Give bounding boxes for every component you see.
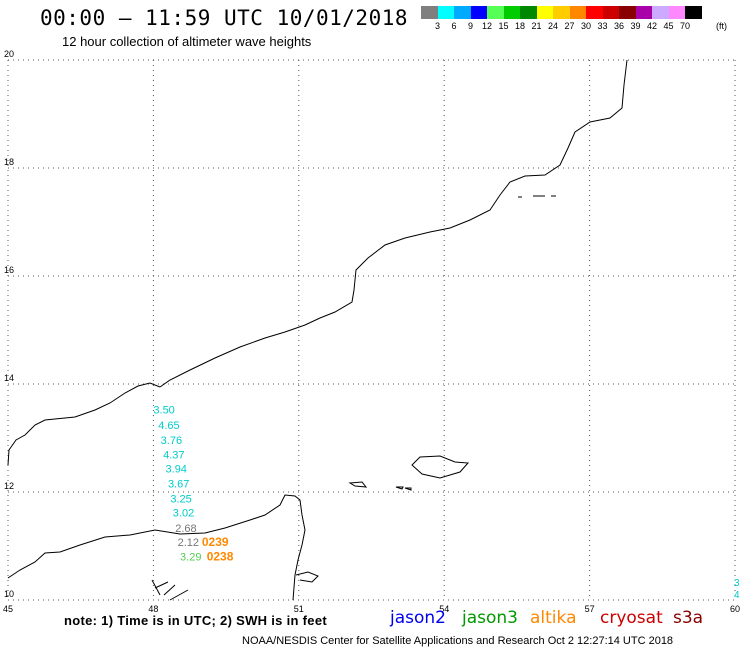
swh-value-label: 4.65 [158, 420, 179, 432]
legend-label: 70 [679, 21, 691, 31]
legend-label: 33 [597, 21, 608, 31]
legend-label: 15 [498, 21, 509, 31]
legend-label: 12 [481, 21, 493, 31]
kuria-muria-islands [518, 195, 556, 198]
legend-swatch [652, 6, 669, 19]
edge-value-label: 4 [734, 590, 740, 601]
lat-tick-label: 20 [4, 49, 14, 59]
lat-tick-label: 10 [4, 589, 14, 599]
legend-swatch [437, 6, 454, 19]
swh-value-label: 2.68 [175, 523, 196, 535]
legend-label: 24 [547, 21, 559, 31]
legend-swatch [602, 6, 619, 19]
map-axes: 45 48 51 54 57 60 20 18 16 14 12 10 [3, 49, 740, 614]
socotra-island [411, 455, 470, 479]
lat-tick-label: 18 [4, 157, 14, 167]
swh-value-label: 3.02 [173, 507, 194, 519]
swh-value-label: 3.94 [166, 464, 187, 476]
observation-labels: 3.50 4.65 3.76 4.37 3.94 3.67 3.25 3.02 2.68 2.12… [153, 405, 740, 601]
legend-label: 39 [630, 21, 641, 31]
pass-time-label: 0239 [202, 535, 229, 549]
arabia-coastline [7, 494, 306, 601]
swh-value-label: 2.12 [178, 537, 199, 549]
lat-tick-label: 12 [4, 481, 14, 491]
swh-value-label: 3.67 [168, 479, 189, 491]
legend-label: 3 [434, 21, 441, 31]
legend-swatch [470, 6, 487, 19]
satellite-s3a: s3a [673, 608, 704, 628]
legend-swatch [553, 6, 570, 19]
pass-time-label: 0238 [207, 550, 234, 564]
lat-lon-grid [7, 59, 736, 601]
legend-swatch [619, 6, 636, 19]
legend-swatch [685, 6, 702, 19]
coastline-bottom-fragments [151, 579, 189, 601]
legend-label: 27 [564, 21, 575, 31]
legend-swatches [421, 6, 702, 19]
footer-note: note: 1) Time is in UTC; 2) SWH is in fe… [64, 613, 327, 628]
coastal-inlet [295, 571, 319, 583]
legend-swatch [586, 6, 603, 19]
swh-value-label: 3.25 [170, 493, 191, 505]
footer-credit: NOAA/NESDIS Center for Satellite Applica… [242, 635, 674, 647]
lon-tick-label: 48 [148, 604, 158, 614]
legend-swatch [487, 6, 504, 19]
small-island-3 [404, 487, 412, 491]
lon-tick-label: 57 [585, 604, 595, 614]
lat-tick-label: 14 [4, 373, 14, 383]
legend-label: 18 [514, 21, 526, 31]
legend-label: 42 [646, 21, 658, 31]
legend-swatch [520, 6, 537, 19]
legend-swatch [421, 6, 438, 19]
somalia-coastline [7, 382, 161, 466]
lon-tick-label: 51 [294, 604, 304, 614]
edge-value-label: 3 [734, 578, 740, 589]
lon-tick-label: 54 [439, 604, 449, 614]
legend-swatch [668, 6, 685, 19]
yemen-oman-coastline [159, 59, 628, 388]
legend-label: 6 [451, 21, 457, 31]
legend-unit: (ft) [716, 21, 727, 31]
swh-value-label: 3.76 [161, 435, 182, 447]
legend-swatch [569, 6, 586, 19]
swh-value-label: 3.50 [153, 405, 174, 417]
satellite-jason2: jason2 [390, 608, 446, 628]
legend-labels: (ft) 3 6 9 12 15 18 21 24 27 30 33 36 39 42 45 70 [421, 19, 727, 31]
wave-height-legend: (ft) 3 6 9 12 15 18 21 24 27 30 33 36 39 42 45 70 [421, 6, 727, 31]
lat-tick-label: 16 [4, 265, 14, 275]
coastline [7, 59, 628, 601]
legend-swatch [635, 6, 652, 19]
legend-label: 36 [613, 21, 625, 31]
lon-tick-label: 45 [3, 604, 13, 614]
legend-label: 21 [531, 21, 542, 31]
map-subtitle: 12 hour collection of altimeter wave hei… [62, 34, 312, 49]
small-island-2 [395, 486, 404, 490]
legend-label: 45 [663, 21, 674, 31]
legend-label: 9 [467, 21, 474, 31]
lon-tick-label: 60 [730, 604, 740, 614]
satellite-jason3: jason3 [462, 608, 518, 628]
swh-value-label: 3.29 [180, 552, 201, 564]
swh-value-label: 4.37 [163, 450, 184, 462]
satellite-cryosat: cryosat [600, 608, 663, 628]
legend-label: 30 [580, 21, 592, 31]
legend-swatch [536, 6, 553, 19]
small-island-1 [348, 481, 368, 488]
legend-swatch [454, 6, 471, 19]
map-title: 00:00 – 11:59 UTC 10/01/2018 [40, 6, 409, 30]
legend-swatch [503, 6, 520, 19]
satellite-altika: altika [530, 608, 577, 628]
